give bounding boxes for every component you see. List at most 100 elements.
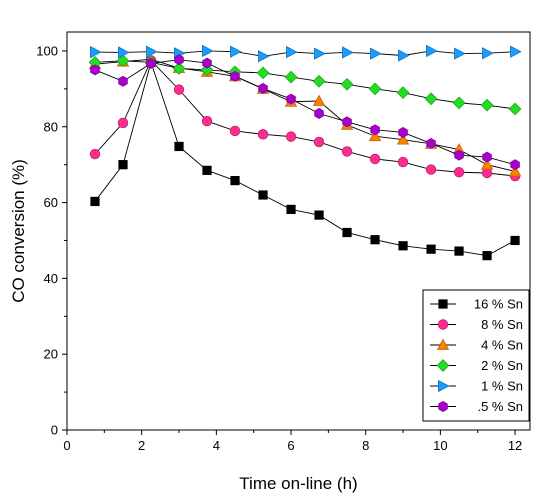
series-line <box>95 62 515 255</box>
legend-label: 2 % Sn <box>481 358 523 373</box>
y-tick-label: 20 <box>44 347 58 362</box>
data-point <box>370 154 380 164</box>
legend-marker <box>439 402 448 412</box>
data-point <box>118 118 128 128</box>
data-point <box>203 58 212 68</box>
data-point <box>258 130 268 140</box>
data-point <box>427 138 436 148</box>
data-point <box>315 211 323 219</box>
data-point <box>314 48 324 59</box>
x-tick-label: 0 <box>63 438 70 453</box>
data-point <box>483 152 492 162</box>
data-point <box>202 45 212 56</box>
legend-label: 1 % Sn <box>481 379 523 394</box>
legend-label: 16 % Sn <box>474 297 523 312</box>
data-point <box>287 94 296 104</box>
legend-marker <box>439 300 447 308</box>
data-point <box>259 191 267 199</box>
data-point <box>482 168 492 178</box>
data-point <box>454 48 464 59</box>
data-point <box>230 126 240 136</box>
legend-label: 4 % Sn <box>481 338 523 353</box>
data-point <box>455 150 464 160</box>
data-point <box>425 93 437 105</box>
series-0 <box>91 58 519 260</box>
data-point <box>511 236 519 244</box>
y-tick-label: 0 <box>51 423 58 438</box>
data-point <box>147 58 156 68</box>
legend: 16 % Sn 8 % Sn 4 % Sn 2 % Sn 1 % Sn .5 % Sn <box>423 290 529 421</box>
data-point <box>285 71 297 83</box>
series-line <box>95 60 515 165</box>
data-point <box>90 149 100 159</box>
data-point <box>454 167 464 177</box>
data-point <box>258 51 268 62</box>
data-point <box>90 47 100 58</box>
series-5 <box>91 55 520 170</box>
data-point <box>91 197 99 205</box>
y-axis-title: CO conversion (%) <box>9 159 28 303</box>
y-tick-label: 80 <box>44 119 58 134</box>
data-point <box>342 147 352 157</box>
series-line <box>95 51 515 56</box>
data-point <box>455 247 463 255</box>
data-point <box>231 71 240 81</box>
legend-label: .5 % Sn <box>477 399 523 414</box>
data-point <box>426 45 436 56</box>
series-line <box>95 60 515 176</box>
data-point <box>230 46 240 57</box>
data-point <box>453 97 465 109</box>
data-point <box>287 205 295 213</box>
data-point <box>313 75 325 87</box>
x-tick-label: 10 <box>433 438 447 453</box>
legend-label: 8 % Sn <box>481 317 523 332</box>
data-point <box>483 251 491 259</box>
data-point <box>91 65 100 75</box>
data-point <box>175 142 183 150</box>
data-point <box>202 116 212 126</box>
data-point <box>370 48 380 59</box>
data-point <box>343 117 352 127</box>
data-point <box>174 85 184 95</box>
x-tick-label: 8 <box>362 438 369 453</box>
legend-marker <box>438 320 448 330</box>
data-point <box>315 109 324 119</box>
data-point <box>231 176 239 184</box>
data-point <box>175 55 184 65</box>
data-point <box>259 83 268 93</box>
data-point <box>286 132 296 142</box>
series-layer <box>89 45 521 259</box>
data-point <box>482 48 492 59</box>
data-point <box>399 242 407 250</box>
data-point <box>481 99 493 111</box>
data-point <box>341 79 353 91</box>
x-tick-label: 6 <box>287 438 294 453</box>
data-point <box>509 103 521 115</box>
data-point <box>399 127 408 137</box>
x-tick-label: 12 <box>508 438 522 453</box>
data-point <box>398 50 408 61</box>
data-point <box>369 83 381 95</box>
data-point <box>371 125 380 135</box>
data-point <box>510 46 520 57</box>
x-axis-title: Time on-line (h) <box>239 474 357 493</box>
data-point <box>314 95 325 105</box>
data-point <box>426 165 436 175</box>
x-tick-label: 4 <box>213 438 220 453</box>
data-point <box>119 76 128 86</box>
data-point <box>397 87 409 99</box>
y-tick-label: 100 <box>36 43 58 58</box>
data-point <box>398 157 408 167</box>
data-point <box>342 47 352 58</box>
data-point <box>314 137 324 147</box>
data-point <box>119 160 127 168</box>
data-point <box>511 160 520 170</box>
data-point <box>257 67 269 79</box>
series-line <box>95 59 515 171</box>
y-tick-label: 60 <box>44 195 58 210</box>
data-point <box>203 166 211 174</box>
data-point <box>371 236 379 244</box>
data-point <box>286 47 296 58</box>
data-point <box>343 228 351 236</box>
